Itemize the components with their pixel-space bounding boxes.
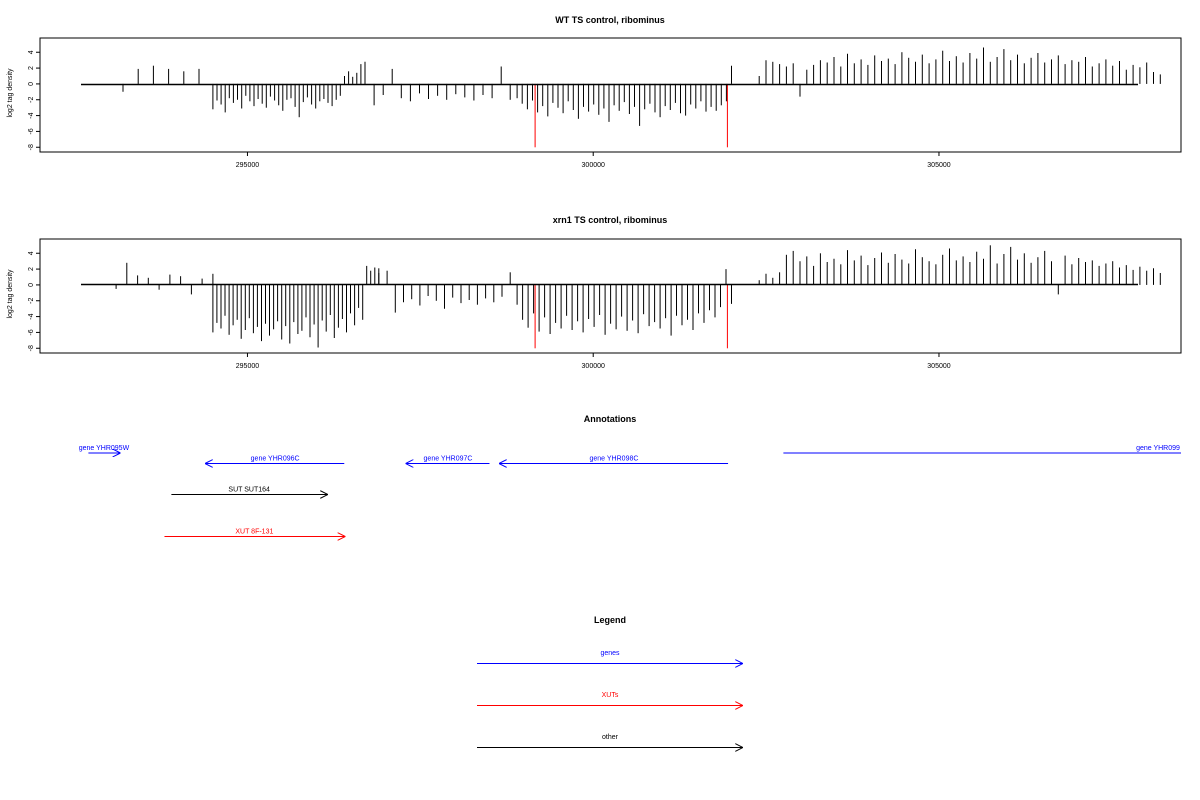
y-tick-label: -2: [28, 298, 35, 304]
legend-item-xuts: XUTs: [477, 692, 742, 706]
y-tick-label: -4: [28, 313, 35, 319]
feature-label: SUT SUT164: [228, 487, 270, 494]
track-panel-wt: WT TS control, ribominus log2 tag densit…: [7, 15, 1182, 169]
y-tick-label: 2: [28, 66, 35, 70]
feature-gene-yhr095w: gene YHR095W: [79, 445, 130, 453]
feature-label: XUT 8F-131: [235, 529, 273, 536]
feature-label: gene YHR095W: [79, 445, 130, 452]
y-tick-label: -8: [28, 144, 35, 150]
panel-title: xrn1 TS control, ribominus: [553, 215, 668, 225]
feature-sut-sut164: SUT SUT164: [171, 487, 327, 495]
legend-item-genes: genes: [477, 650, 742, 664]
y-axis: -8 -6 -4 -2 0 2 4: [28, 50, 41, 150]
feature-label: gene YHR096C: [251, 456, 300, 463]
x-tick-label: 300000: [582, 363, 605, 370]
feature-gene-yhr099: gene YHR099: [783, 445, 1181, 454]
legend-label: genes: [600, 650, 620, 657]
y-tick-label: -6: [28, 329, 35, 335]
feature-xut-8f-131: XUT 8F-131: [164, 529, 344, 537]
x-axis: 295000 300000 305000: [236, 152, 951, 169]
legend-item-other: other: [477, 734, 742, 748]
y-tick-label: -8: [28, 345, 35, 351]
legend-title: Legend: [594, 615, 626, 625]
panel-title: WT TS control, ribominus: [555, 15, 665, 25]
feature-label: gene YHR097C: [424, 456, 473, 463]
y-tick-label: -6: [28, 128, 35, 134]
y-tick-label: 4: [28, 251, 35, 255]
x-tick-label: 295000: [236, 363, 259, 370]
y-tick-label: 2: [28, 267, 35, 271]
feature-gene-yhr098c: gene YHR098C: [500, 456, 729, 464]
y-axis-label: log2 tag density: [7, 68, 14, 118]
legend-panel: Legend genes XUTs other: [477, 615, 742, 748]
feature-label: gene YHR098C: [590, 456, 639, 463]
feature-label: gene YHR099: [1136, 445, 1180, 452]
x-tick-label: 305000: [927, 162, 950, 169]
y-tick-label: -4: [28, 112, 35, 118]
x-tick-label: 300000: [582, 162, 605, 169]
x-tick-label: 295000: [236, 162, 259, 169]
plot-frame: [39, 37, 1182, 153]
y-tick-label: 4: [28, 50, 35, 54]
y-tick-label: -2: [28, 97, 35, 103]
annotations-title: Annotations: [584, 414, 637, 424]
bar-layer: [122, 47, 1161, 148]
feature-layer: gene YHR095W gene YHR096C gene YHR097C gene…: [79, 445, 1181, 537]
bar-layer: [115, 245, 1161, 349]
legend-label: XUTs: [602, 692, 619, 699]
feature-gene-yhr097c: gene YHR097C: [407, 456, 490, 464]
y-axis: -8 -6 -4 -2 0 2 4: [28, 251, 41, 351]
y-tick-label: 0: [28, 82, 35, 86]
feature-gene-yhr096c: gene YHR096C: [206, 456, 345, 464]
y-axis-label: log2 tag density: [7, 269, 14, 319]
x-axis: 295000 300000 305000: [236, 353, 951, 370]
track-panel-xrn1: xrn1 TS control, ribominus log2 tag dens…: [7, 215, 1182, 370]
legend-label: other: [602, 734, 619, 741]
x-tick-label: 305000: [927, 363, 950, 370]
y-tick-label: 0: [28, 283, 35, 287]
